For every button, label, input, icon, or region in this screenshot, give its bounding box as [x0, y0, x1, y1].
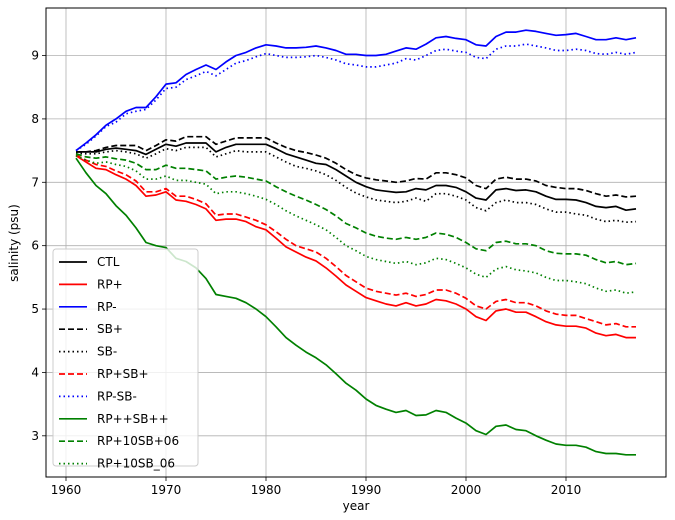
series-line [75, 152, 637, 266]
x-axis-label: year [343, 499, 370, 513]
series-line [75, 154, 637, 295]
y-tick-label: 8 [31, 112, 39, 126]
series-line [76, 142, 637, 212]
legend-label: RP+10SB+06 [97, 434, 179, 448]
x-tick-label: 1980 [251, 483, 282, 497]
legend-label: RP++SB++ [97, 412, 169, 426]
x-tick-label: 2000 [451, 483, 482, 497]
legend-label: RP+10SB_06 [97, 457, 175, 471]
y-tick-label: 6 [31, 239, 39, 253]
y-tick-label: 5 [31, 302, 39, 316]
x-tick-label: 1990 [351, 483, 382, 497]
legend: CTL RP+ RP- SB+ SB- RP+SB+ RP-SB- RP++SB++ RP+10… [52, 248, 199, 471]
plot-frame [45, 7, 667, 478]
y-tick-label: 9 [31, 49, 39, 63]
series-line [75, 154, 636, 328]
series-line [75, 154, 636, 339]
x-tick-label: 1960 [51, 483, 82, 497]
y-tick-label: 4 [31, 365, 39, 379]
x-tick-label: 2010 [551, 483, 582, 497]
legend-label: CTL [97, 255, 120, 269]
legend-label: SB+ [97, 322, 123, 336]
y-tick-label: 3 [31, 429, 39, 443]
series-line [75, 29, 637, 152]
legend-label: RP-SB- [97, 389, 137, 403]
legend-label: RP+ [97, 277, 123, 291]
x-tick-label: 1970 [151, 483, 182, 497]
legend-label: SB- [97, 345, 117, 359]
axis-ticks: 1960 1970 1980 1990 2000 2010 3 4 5 6 7 8 9 [31, 49, 581, 497]
series-line [76, 135, 637, 198]
legend-box [52, 248, 199, 467]
y-tick-label: 7 [31, 175, 39, 189]
legend-label: RP+SB+ [97, 367, 149, 381]
legend-label: RP- [97, 300, 117, 314]
y-axis-label: salinity (psu) [7, 204, 21, 282]
